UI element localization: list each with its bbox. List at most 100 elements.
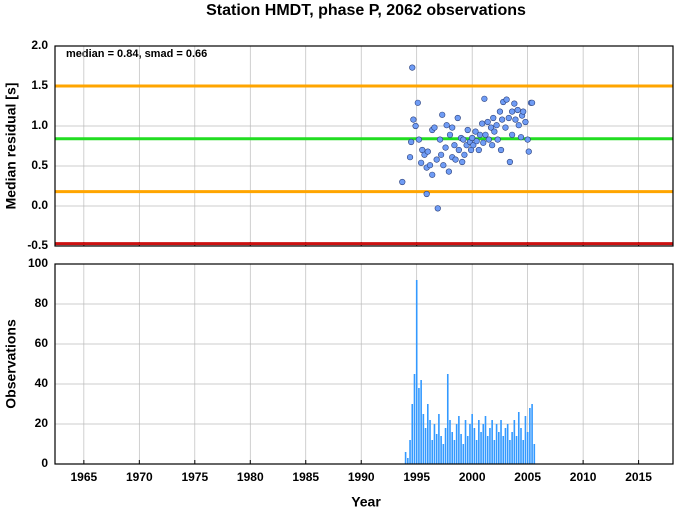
point bbox=[431, 124, 438, 131]
bar bbox=[455, 424, 458, 464]
bar bbox=[489, 428, 491, 464]
bar bbox=[415, 280, 418, 464]
x-tick-label: 1975 bbox=[181, 470, 208, 484]
point bbox=[443, 122, 450, 129]
x-tick-label: 1985 bbox=[292, 470, 319, 484]
point bbox=[410, 116, 417, 123]
bar bbox=[433, 424, 436, 464]
bar bbox=[522, 440, 525, 464]
bar bbox=[533, 444, 536, 464]
bar bbox=[444, 428, 447, 464]
bar bbox=[484, 416, 487, 464]
point bbox=[438, 151, 445, 158]
point bbox=[476, 131, 484, 138]
bar bbox=[513, 420, 516, 464]
point bbox=[493, 122, 500, 129]
point bbox=[399, 178, 406, 186]
point bbox=[480, 139, 487, 146]
point bbox=[459, 158, 466, 166]
bar bbox=[526, 432, 529, 464]
bar bbox=[478, 420, 480, 464]
y-tick-label: 2.0 bbox=[31, 38, 48, 52]
bar bbox=[458, 416, 460, 464]
point bbox=[426, 162, 434, 169]
point bbox=[499, 116, 506, 123]
point bbox=[472, 128, 479, 135]
point bbox=[512, 116, 519, 123]
bar bbox=[504, 428, 507, 464]
point bbox=[436, 136, 444, 143]
bar bbox=[480, 432, 482, 464]
y-tick-label: 0 bbox=[41, 456, 48, 470]
bar bbox=[451, 432, 454, 464]
point bbox=[440, 162, 447, 169]
point bbox=[451, 142, 458, 149]
y-tick-label: 0.0 bbox=[31, 198, 48, 212]
y-tick-label: 1.5 bbox=[31, 78, 48, 92]
bar bbox=[515, 436, 518, 464]
x-tick-label: 1990 bbox=[348, 470, 375, 484]
point bbox=[464, 126, 471, 134]
point bbox=[445, 168, 452, 175]
x-tick-label: 1970 bbox=[126, 470, 153, 484]
point bbox=[509, 108, 516, 115]
point bbox=[497, 146, 505, 154]
bar bbox=[413, 374, 416, 464]
bar bbox=[431, 440, 434, 464]
x-tick-label: 1995 bbox=[403, 470, 430, 484]
point bbox=[415, 136, 423, 143]
point bbox=[528, 99, 536, 106]
point bbox=[442, 144, 449, 151]
point bbox=[491, 128, 498, 135]
point bbox=[469, 134, 476, 142]
bar bbox=[418, 388, 420, 464]
point bbox=[505, 114, 512, 122]
bar bbox=[404, 452, 407, 464]
x-tick-label: 2015 bbox=[625, 470, 652, 484]
point bbox=[514, 106, 521, 114]
point bbox=[525, 148, 532, 155]
bar bbox=[511, 432, 513, 464]
bar bbox=[529, 408, 531, 464]
point bbox=[496, 108, 504, 115]
point bbox=[418, 159, 425, 166]
point bbox=[485, 136, 492, 143]
x-axis-label: Year bbox=[351, 494, 381, 510]
point bbox=[433, 156, 440, 163]
y-tick-label: 0.5 bbox=[31, 158, 48, 172]
point bbox=[484, 118, 491, 126]
bar bbox=[420, 380, 422, 464]
point bbox=[452, 156, 459, 163]
point bbox=[502, 124, 509, 131]
bar bbox=[473, 428, 476, 464]
annotation: median = 0.84, smad = 0.66 bbox=[66, 48, 207, 60]
x-tick-label: 1965 bbox=[70, 470, 97, 484]
point bbox=[482, 131, 489, 138]
point bbox=[473, 138, 480, 145]
bar bbox=[407, 458, 409, 464]
y-tick-label: 1.0 bbox=[31, 118, 48, 132]
x-tick-label: 2000 bbox=[459, 470, 486, 484]
point bbox=[449, 124, 456, 131]
bar bbox=[502, 436, 505, 464]
bar bbox=[411, 404, 414, 464]
y-tick-label: -0.5 bbox=[27, 238, 48, 252]
bar bbox=[469, 424, 471, 464]
bar bbox=[482, 424, 485, 464]
point bbox=[506, 158, 514, 166]
point bbox=[487, 124, 495, 131]
point bbox=[408, 138, 415, 146]
point bbox=[520, 108, 527, 115]
bar bbox=[506, 424, 509, 464]
bar bbox=[495, 424, 498, 464]
point bbox=[439, 111, 446, 118]
point bbox=[424, 148, 431, 155]
x-tick-label: 2010 bbox=[570, 470, 597, 484]
bar bbox=[453, 440, 456, 464]
bar bbox=[493, 440, 496, 464]
bar bbox=[462, 444, 465, 464]
plot-frame bbox=[54, 263, 674, 465]
point bbox=[461, 151, 468, 158]
point bbox=[454, 114, 461, 122]
point bbox=[490, 114, 497, 122]
